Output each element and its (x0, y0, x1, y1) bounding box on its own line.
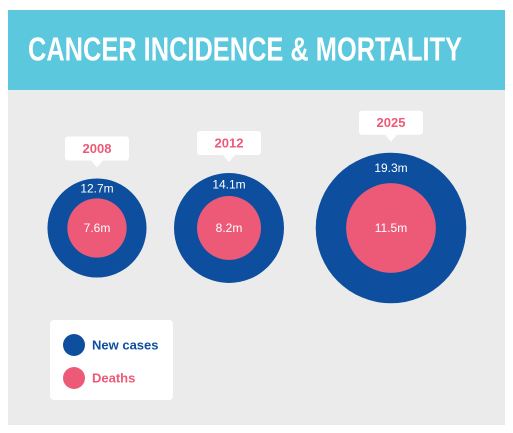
legend-swatch (63, 334, 85, 356)
year-tag (65, 136, 129, 161)
new-cases-label: 14.1m (212, 178, 245, 192)
year-label: 2012 (215, 135, 244, 150)
year-tag-pointer (385, 134, 397, 142)
deaths-circle (346, 183, 436, 273)
year-label: 2008 (83, 141, 112, 156)
deaths-label: 8.2m (216, 221, 243, 235)
chart-title: CANCER INCIDENCE & MORTALITY (28, 31, 462, 68)
legend-label: New cases (92, 337, 159, 352)
deaths-circle (197, 196, 261, 260)
year-tag (197, 131, 261, 156)
header-bar (8, 10, 505, 90)
new-cases-label: 12.7m (80, 182, 113, 196)
legend-label: Deaths (92, 370, 135, 385)
year-tag-pointer (91, 160, 103, 168)
deaths-circle (67, 198, 127, 258)
legend-swatch (63, 367, 85, 389)
legend-box (50, 320, 173, 400)
deaths-label: 11.5m (375, 221, 407, 235)
year-tag-pointer (223, 155, 235, 163)
year-tag (359, 110, 423, 135)
new-cases-label: 19.3m (374, 161, 407, 175)
year-label: 2025 (377, 115, 406, 130)
deaths-label: 7.6m (84, 221, 111, 235)
